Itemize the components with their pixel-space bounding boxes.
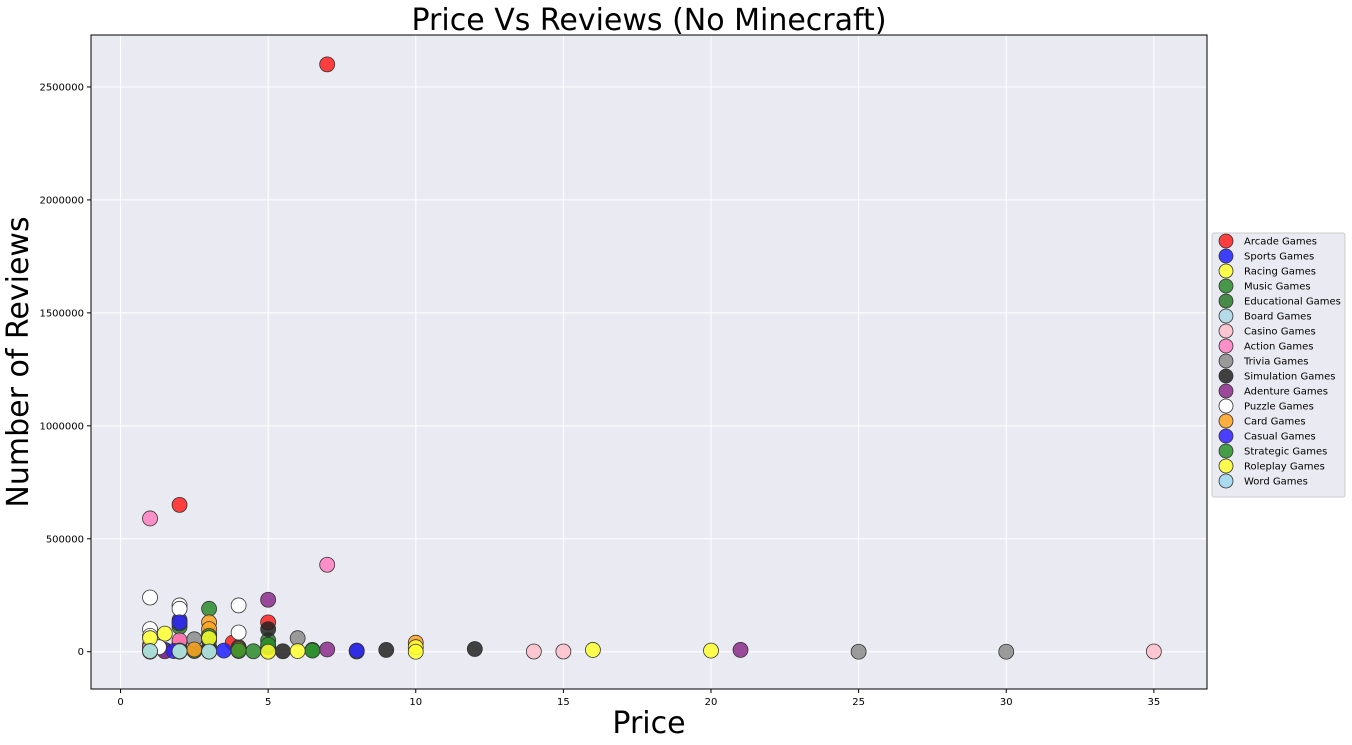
legend-label: Casino Games	[1244, 327, 1316, 338]
legend-marker	[1218, 413, 1234, 429]
data-point	[201, 630, 217, 647]
legend-label: Strategic Games	[1244, 447, 1327, 458]
data-point	[319, 641, 336, 658]
data-point	[1145, 643, 1162, 660]
legend-label: Educational Games	[1244, 297, 1341, 308]
legend-marker	[1218, 398, 1234, 414]
legend-label: Racing Games	[1244, 267, 1316, 278]
data-point	[525, 643, 542, 660]
data-point	[260, 621, 277, 638]
data-point	[275, 643, 291, 660]
legend-marker	[1218, 263, 1234, 279]
legend-label: Roleplay Games	[1244, 462, 1325, 473]
legend-label: Puzzle Games	[1244, 402, 1314, 413]
x-tick-label: 30	[1000, 697, 1013, 708]
data-point	[230, 642, 247, 659]
data-point	[585, 642, 601, 658]
y-axis-label: Number of Reviews	[1, 216, 36, 507]
legend-label: Music Games	[1244, 282, 1311, 293]
data-point	[201, 643, 217, 660]
data-point	[171, 496, 188, 513]
plot-frame	[90, 34, 1208, 690]
data-point	[230, 624, 247, 641]
data-point	[171, 643, 188, 660]
data-point	[171, 614, 188, 631]
x-axis-label: Price	[612, 706, 685, 741]
legend-label: Casual Games	[1244, 432, 1316, 443]
data-point	[407, 643, 424, 660]
x-tick-label: 35	[1147, 697, 1160, 708]
x-tick-label: 10	[409, 697, 422, 708]
x-tick-label: 0	[117, 697, 123, 708]
y-tick-label: 500000	[46, 534, 84, 545]
legend-label: Word Games	[1244, 477, 1308, 488]
legend-label: Trivia Games	[1243, 357, 1309, 368]
data-point	[260, 643, 277, 660]
legend-label: Arcade Games	[1244, 237, 1317, 248]
data-point	[703, 642, 719, 659]
legend-marker	[1218, 278, 1234, 294]
data-point	[201, 600, 217, 617]
data-point	[142, 643, 158, 659]
legend-marker	[1218, 443, 1234, 459]
y-tick-label: 1000000	[39, 421, 84, 432]
legend-label: Sports Games	[1244, 252, 1314, 263]
data-point	[304, 642, 321, 659]
data-point	[260, 591, 277, 608]
legend-marker	[1218, 248, 1234, 264]
legend-box	[1211, 232, 1346, 498]
axis-ticks: 0 5 10 15 20 25 30 35 0 500000 1000000 1500000 20000…	[39, 34, 1208, 708]
legend-marker	[1218, 353, 1234, 369]
data-point	[319, 56, 336, 73]
data-point	[142, 510, 158, 527]
data-point	[850, 643, 867, 660]
data-point	[732, 642, 749, 658]
plot-area	[91, 35, 1207, 689]
legend-marker	[1218, 338, 1234, 354]
legend-marker	[1218, 383, 1234, 399]
y-tick-label: 2000000	[39, 195, 84, 206]
data-point	[466, 641, 483, 657]
legend-marker	[1218, 323, 1234, 339]
legend-label: Card Games	[1244, 417, 1306, 428]
legend-label: Adenture Games	[1244, 387, 1328, 398]
data-point	[171, 600, 188, 617]
legend-label: Board Games	[1244, 312, 1312, 323]
legend-label: Action Games	[1244, 342, 1313, 353]
legend-marker	[1218, 308, 1234, 324]
legend: Arcade Games Sports Games Racing Games Musi…	[1211, 232, 1346, 498]
data-point	[378, 642, 395, 658]
x-tick-label: 20	[705, 697, 718, 708]
chart-title: Price Vs Reviews (No Minecraft)	[411, 3, 886, 38]
data-point	[186, 641, 203, 658]
data-point	[319, 556, 336, 573]
data-point	[289, 643, 306, 659]
legend-marker	[1218, 293, 1234, 309]
series-group	[142, 643, 217, 660]
legend-marker	[1218, 233, 1234, 249]
y-tick-label: 0	[78, 647, 84, 658]
x-tick-label: 25	[852, 697, 865, 708]
data-points	[142, 56, 1162, 660]
data-point	[348, 642, 365, 659]
data-point	[156, 625, 173, 642]
y-tick-label: 1500000	[39, 308, 84, 319]
data-point	[555, 643, 572, 660]
data-point	[142, 589, 158, 606]
data-point	[245, 643, 262, 660]
legend-label: Simulation Games	[1244, 372, 1335, 383]
y-tick-label: 2500000	[39, 82, 84, 93]
legend-marker	[1218, 458, 1234, 474]
x-tick-label: 5	[265, 697, 271, 708]
legend-marker	[1218, 428, 1234, 444]
x-tick-label: 15	[557, 697, 570, 708]
grid-lines	[91, 35, 1207, 689]
legend-marker	[1218, 368, 1234, 384]
data-point	[998, 643, 1015, 660]
data-point	[215, 642, 232, 659]
legend-marker	[1218, 473, 1234, 489]
data-point	[230, 597, 247, 614]
